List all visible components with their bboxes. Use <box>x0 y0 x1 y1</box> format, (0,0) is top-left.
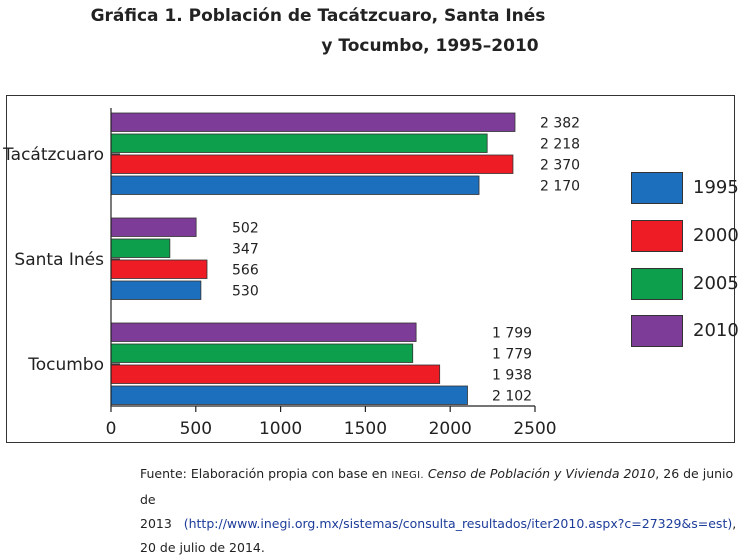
bar-tacátzcuaro-2000 <box>110 154 514 174</box>
bar-tacátzcuaro-2010 <box>110 112 516 132</box>
x-tick-label-1500: 1500 <box>344 419 387 439</box>
legend-item-2005: 2005 <box>631 268 741 302</box>
legend-swatch-1995 <box>631 172 683 204</box>
bar-santa-inés-2000 <box>110 259 208 279</box>
x-tick-label-1000: 1000 <box>259 419 302 439</box>
bar-tacátzcuaro-2005 <box>110 133 488 153</box>
data-label-tacátzcuaro-2005: 2 218 <box>540 136 580 152</box>
chart-frame <box>6 95 735 443</box>
category-label: Tocumbo <box>27 355 104 375</box>
source-work: Censo de Población y Vivienda 2010 <box>427 466 656 481</box>
legend-item-2010: 2010 <box>631 315 741 349</box>
bar-santa-inés-2005 <box>110 238 171 258</box>
legend-label-1995: 1995 <box>693 177 739 198</box>
data-label-tocumbo-1995: 2 102 <box>492 388 532 404</box>
source-date2: 20 de julio de 2014. <box>140 540 265 555</box>
data-label-santa-inés-1995: 530 <box>232 283 259 299</box>
data-label-tacátzcuaro-2000: 2 370 <box>540 157 580 173</box>
category-label: Santa Inés <box>14 250 104 270</box>
legend-swatch-2010 <box>631 315 683 347</box>
chart-title-line1: Gráfica 1. Población de Tacátzcuaro, San… <box>90 6 546 26</box>
legend-label-2010: 2010 <box>693 320 739 341</box>
bar-santa-inés-2010 <box>110 217 197 237</box>
chart-title-line2: y Tocumbo, 1995–2010 <box>321 36 539 56</box>
legend-item-2000: 2000 <box>631 220 741 254</box>
legend-swatch-2005 <box>631 268 683 300</box>
bar-tocumbo-1995 <box>110 385 468 405</box>
data-label-santa-inés-2010: 502 <box>232 220 259 236</box>
bar-tocumbo-2005 <box>110 343 414 363</box>
source-url-link[interactable]: (http://www.inegi.org.mx/sistemas/consul… <box>183 516 733 531</box>
legend-item-1995: 1995 <box>631 172 741 206</box>
legend-label-2000: 2000 <box>693 225 739 246</box>
bar-tocumbo-2000 <box>110 364 441 384</box>
x-tick-label-2500: 2500 <box>513 419 556 439</box>
category-label: Tacátzcuaro <box>2 145 104 165</box>
bar-tocumbo-2010 <box>110 322 417 342</box>
source-date1: , 26 de junio de <box>140 466 734 507</box>
data-label-tocumbo-2010: 1 799 <box>492 325 532 341</box>
bar-santa-inés-1995 <box>110 280 202 300</box>
data-label-tacátzcuaro-1995: 2 170 <box>540 178 580 194</box>
data-label-tocumbo-2005: 1 779 <box>492 346 532 362</box>
data-label-santa-inés-2005: 347 <box>232 241 259 257</box>
source-org: INEGI. <box>391 470 424 481</box>
x-tick-label-500: 500 <box>180 419 212 439</box>
legend-label-2005: 2005 <box>693 273 739 294</box>
x-tick-label-2000: 2000 <box>429 419 472 439</box>
source-note: Fuente: Elaboración propia con base en I… <box>140 462 740 560</box>
bar-chart: 2 382 2 218 2 370 2 170 Tacátzcuaro 502 347 566… <box>2 108 580 439</box>
data-label-tocumbo-2000: 1 938 <box>492 367 532 383</box>
source-prefix: Fuente: Elaboración propia con base en <box>140 466 392 481</box>
x-tick-label-0: 0 <box>106 419 117 439</box>
bar-tacátzcuaro-1995 <box>110 175 480 195</box>
data-label-tacátzcuaro-2010: 2 382 <box>540 115 580 131</box>
legend-swatch-2000 <box>631 220 683 252</box>
data-label-santa-inés-2000: 566 <box>232 262 259 278</box>
source-suffix: , <box>732 516 737 531</box>
source-year: 2013 <box>140 516 172 531</box>
